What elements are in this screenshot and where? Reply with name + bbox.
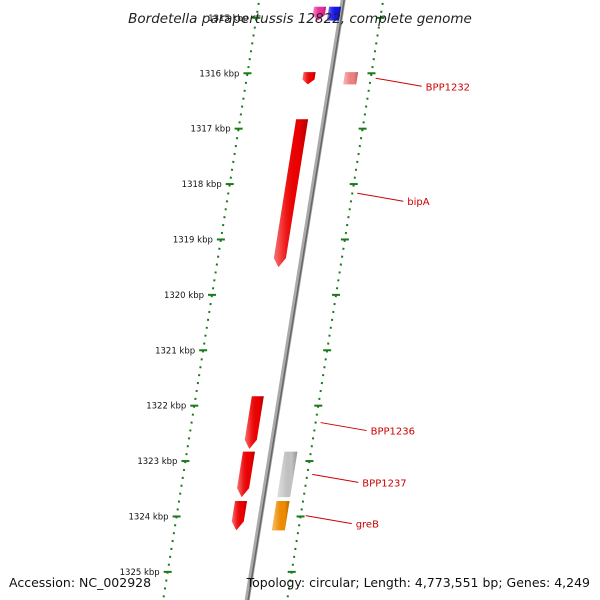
kbp-label: 1316 kbp [199,69,239,79]
kbp-label: 1324 kbp [129,512,169,522]
kbp-label: 1323 kbp [137,457,177,467]
gene-arrow-shading [271,500,290,531]
scale-track-right [286,0,385,600]
gene-label-leader [320,422,367,432]
genome-summary-text: Topology: circular; Length: 4,773,551 bp… [246,575,590,590]
gene-arrow-shading [302,72,316,85]
gene-label-greB[interactable]: greB [356,520,379,531]
kbp-label: 1325 kbp [120,568,160,578]
gene-bipA[interactable] [273,119,309,268]
gene-label-BPP1236[interactable]: BPP1236 [371,427,415,438]
gene-greB[interactable] [271,500,290,531]
gene-BPP1232[interactable] [343,72,359,85]
gene-layer [231,6,359,531]
gene-label-bipA[interactable]: bipA [407,197,429,208]
gene-label-leader [375,77,422,87]
kbp-label: 1320 kbp [164,291,204,301]
gene-g2[interactable] [326,6,342,21]
gene-BPP1237[interactable] [277,451,298,498]
gene-arrow-shading [231,500,248,531]
label-layer: BPP1232 bipA BPP1236 BPP1237 greB [305,77,470,531]
gene-label-leader [357,192,404,202]
gene-BPP1236[interactable] [244,396,264,449]
kbp-label: 1319 kbp [173,235,213,245]
kbp-label: 1315 kbp [208,14,248,24]
gene-arrow-shading [312,6,327,21]
gene-BPP1237a[interactable] [237,451,255,498]
kbp-label: 1322 kbp [146,402,186,412]
gene-arrow-shading [277,451,298,498]
gene-g9[interactable] [231,500,248,531]
gene-g1[interactable] [312,6,327,21]
accession-text: Accession: NC_002928 [9,575,151,590]
map-title: Bordetella parapertussis 12822, complete… [128,11,472,27]
gene-label-leader [305,515,352,525]
gene-arrow-shading [237,451,255,498]
gene-label-leader [312,473,359,483]
gene-arrow-shading [343,72,359,85]
kbp-label: 1317 kbp [191,125,231,135]
gene-arrow-shading [244,396,264,449]
kbp-label: 1321 kbp [155,346,195,356]
genome-backbone-edge [247,0,345,600]
gene-label-BPP1232[interactable]: BPP1232 [426,82,470,93]
gene-BPP1231[interactable] [302,72,316,85]
gene-label-BPP1237[interactable]: BPP1237 [362,478,406,489]
tick-layer: 1315 kbp 1316 kbp 1317 kbp 1318 kbp 1319 kbp… [120,0,385,600]
kbp-label: 1318 kbp [182,180,222,190]
gene-arrow-shading [273,119,309,268]
backbone-layer [244,0,346,600]
gene-arrow-shading [326,6,342,21]
genome-backbone [244,0,346,600]
